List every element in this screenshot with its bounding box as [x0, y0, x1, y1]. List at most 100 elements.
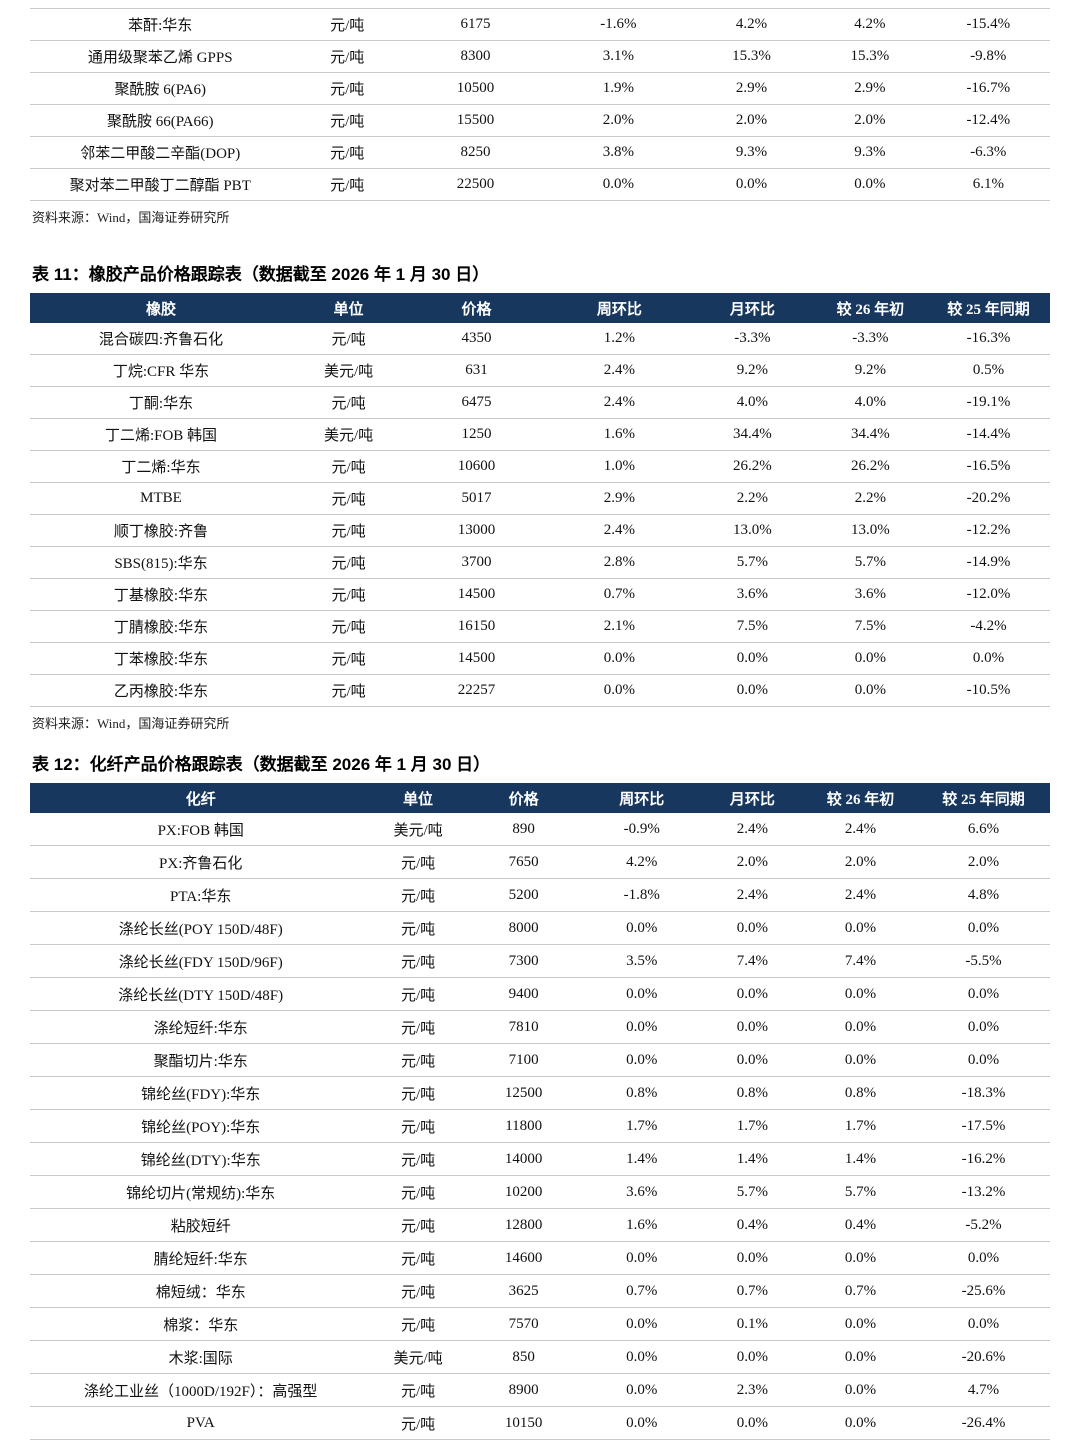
fiber-price-table: 化纤 单位 价格 周环比 月环比较 26 年初较 25 年同期 PX:FOB 韩国 美元/吨… [30, 783, 1050, 1440]
value-cell: 2.4% [700, 813, 804, 846]
value-cell: 7100 [464, 1043, 583, 1077]
value-cell: -1.6% [546, 8, 690, 41]
value-cell: 美元/吨 [292, 418, 406, 451]
value-cell: 0.4% [700, 1208, 804, 1242]
value-cell: 1.6% [582, 1208, 701, 1242]
chemicals-price-table-continued: 苯酐:华东 元/吨 6175 -1.6% 4.2% 4.2% -15.4% 通用级聚苯乙烯 G… [30, 8, 1050, 201]
column-header: 单位 [292, 293, 406, 323]
table-row: PX:齐鲁石化 元/吨 7650 4.2% 2.0% 2.0% 2.0% [30, 845, 1050, 879]
column-header: 较 26 年初 [813, 293, 927, 323]
value-cell: 0.0% [582, 1373, 701, 1407]
value-cell: 2.4% [803, 878, 917, 912]
value-cell: 0.0% [803, 977, 917, 1011]
value-cell: 0.0% [926, 642, 1050, 675]
value-cell: -18.3% [916, 1076, 1050, 1110]
value-cell: 元/吨 [290, 136, 404, 169]
table-row: 棉浆：华东 元/吨 7570 0.0% 0.1% 0.0% 0.0% [30, 1307, 1050, 1341]
value-cell: 0.4% [803, 1208, 917, 1242]
value-cell: 0.7% [582, 1274, 701, 1308]
value-cell: 7.5% [690, 610, 814, 643]
value-cell: 5.7% [690, 546, 814, 579]
value-cell: 1.4% [700, 1142, 804, 1176]
value-cell: 5.7% [803, 1175, 917, 1209]
value-cell: 0.0% [690, 642, 814, 675]
product-name-cell: MTBE [30, 482, 292, 515]
source-note: 资料来源：Wind，国海证券研究所 [32, 210, 230, 225]
value-cell: 0.0% [803, 1373, 917, 1407]
value-cell: 631 [405, 354, 548, 387]
product-name-cell: 木浆:国际 [30, 1340, 372, 1374]
product-name-cell: 丁苯橡胶:华东 [30, 642, 292, 675]
value-cell: 0.0% [582, 1406, 701, 1440]
value-cell: 元/吨 [371, 1175, 465, 1209]
value-cell: 0.0% [916, 977, 1050, 1011]
value-cell: 0.0% [916, 1241, 1050, 1275]
value-cell: 7300 [464, 944, 583, 978]
product-name-cell: 腈纶短纤:华东 [30, 1241, 372, 1275]
rubber-table-section: 表 11：橡胶产品价格跟踪表（数据截至 2026 年 1 月 30 日） 橡胶单… [30, 260, 1050, 732]
value-cell: 元/吨 [371, 1208, 465, 1242]
value-cell: 4.0% [813, 386, 927, 419]
column-header: 单位 [371, 783, 465, 813]
value-cell: 9.2% [690, 354, 814, 387]
value-cell: 元/吨 [371, 944, 465, 978]
value-cell: 13.0% [813, 514, 927, 547]
value-cell: 7.4% [803, 944, 917, 978]
value-cell: 0.0% [813, 674, 927, 707]
value-cell: 4350 [405, 323, 548, 355]
value-cell: 2.8% [547, 546, 691, 579]
table-row: 锦纶切片(常规纺):华东 元/吨 10200 3.6% 5.7% 5.7% -13.2% [30, 1175, 1050, 1209]
value-cell: 1.4% [582, 1142, 701, 1176]
value-cell: 0.0% [916, 911, 1050, 945]
value-cell: -12.2% [926, 514, 1050, 547]
value-cell: 元/吨 [290, 8, 404, 41]
value-cell: 11800 [464, 1109, 583, 1143]
value-cell: 元/吨 [292, 578, 406, 611]
product-name-cell: 聚对苯二甲酸丁二醇酯 PBT [30, 168, 291, 201]
value-cell: 1.0% [547, 450, 691, 483]
value-cell: 元/吨 [371, 911, 465, 945]
table-row: 丁二烯:华东 元/吨 10600 1.0% 26.2% 26.2% -16.5% [30, 450, 1050, 483]
value-cell: 26.2% [690, 450, 814, 483]
value-cell: 0.0% [700, 1010, 804, 1044]
value-cell: 9.2% [813, 354, 927, 387]
value-cell: 9.3% [813, 136, 927, 169]
table-row: 锦纶丝(DTY):华东 元/吨 14000 1.4% 1.4% 1.4% -16.2% [30, 1142, 1050, 1176]
table-row: 邻苯二甲酸二辛酯(DOP) 元/吨 8250 3.8% 9.3% 9.3% -6.3% [30, 136, 1050, 169]
table-row: 锦纶丝(POY):华东 元/吨 11800 1.7% 1.7% 1.7% -17.5% [30, 1109, 1050, 1143]
value-cell: 3.1% [546, 40, 690, 73]
value-cell: 0.0% [690, 674, 814, 707]
value-cell: 元/吨 [371, 1274, 465, 1308]
header-row: 化纤 单位 价格 周环比 月环比较 26 年初较 25 年同期 [30, 783, 1050, 813]
column-header: 较 25 年同期 [926, 293, 1050, 323]
value-cell: 14500 [405, 642, 548, 675]
value-cell: 3.5% [582, 944, 701, 978]
value-cell: 3.6% [690, 578, 814, 611]
product-name-cell: 聚酰胺 66(PA66) [30, 104, 291, 137]
value-cell: 元/吨 [371, 1373, 465, 1407]
value-cell: 12500 [464, 1076, 583, 1110]
product-name-cell: 锦纶丝(POY):华东 [30, 1109, 372, 1143]
product-name-cell: 丁腈橡胶:华东 [30, 610, 292, 643]
chemicals-table-section: 苯酐:华东 元/吨 6175 -1.6% 4.2% 4.2% -15.4% 通用级聚苯乙烯 G… [30, 8, 1050, 226]
value-cell: 2.0% [546, 104, 690, 137]
table-row: 丁酮:华东 元/吨 6475 2.4% 4.0% 4.0% -19.1% [30, 386, 1050, 419]
product-name-cell: 棉浆：华东 [30, 1307, 372, 1341]
product-name-cell: 棉短绒：华东 [30, 1274, 372, 1308]
value-cell: 元/吨 [290, 40, 404, 73]
value-cell: -3.3% [690, 323, 814, 355]
value-cell: 3700 [405, 546, 548, 579]
value-cell: 0.8% [700, 1076, 804, 1110]
table12-title: 表 12：化纤产品价格跟踪表（数据截至 2026 年 1 月 30 日） [32, 755, 491, 774]
product-name-cell: PX:FOB 韩国 [30, 813, 372, 846]
value-cell: 9.3% [689, 136, 814, 169]
value-cell: 7.5% [813, 610, 927, 643]
value-cell: 0.5% [926, 354, 1050, 387]
value-cell: 0.0% [547, 642, 691, 675]
value-cell: -16.3% [926, 323, 1050, 355]
value-cell: 10150 [464, 1406, 583, 1440]
value-cell: 12800 [464, 1208, 583, 1242]
table-row: 粘胶短纤 元/吨 12800 1.6% 0.4% 0.4% -5.2% [30, 1208, 1050, 1242]
value-cell: 元/吨 [292, 546, 406, 579]
